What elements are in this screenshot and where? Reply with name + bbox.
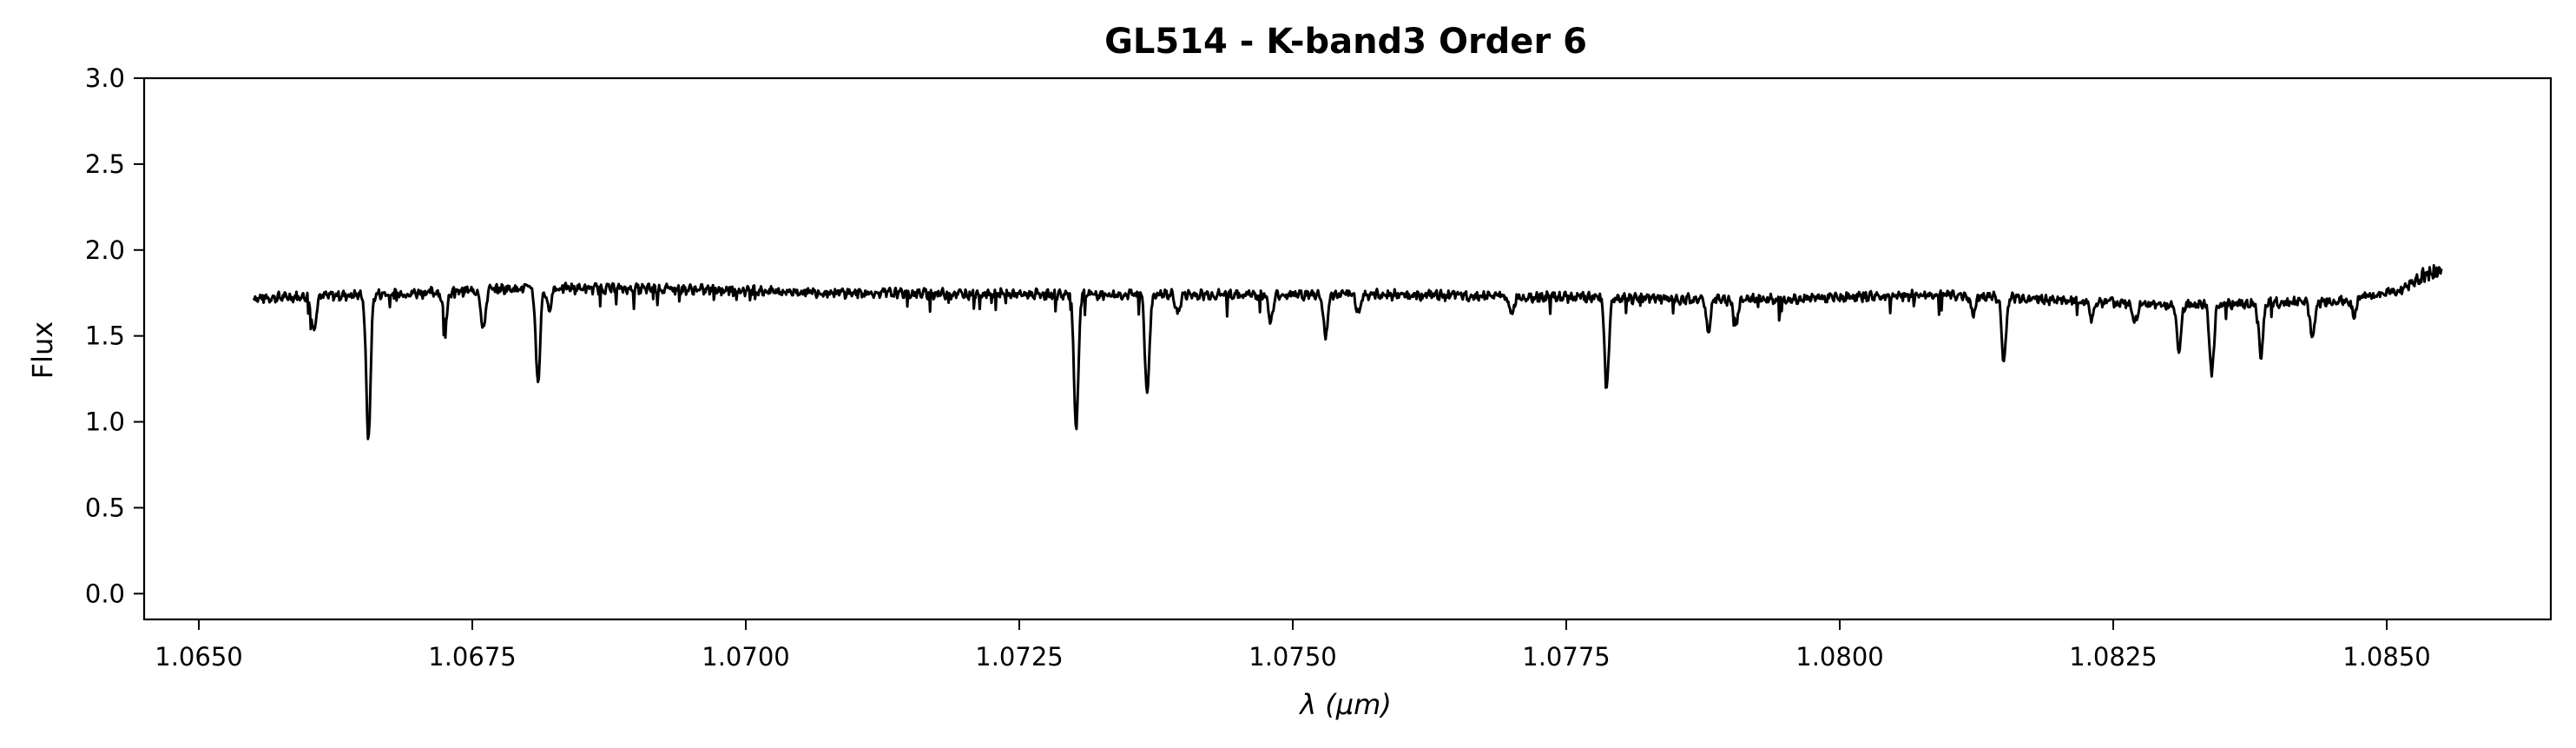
x-tick-label: 1.0700	[702, 642, 789, 672]
y-tick-label: 2.0	[85, 235, 125, 265]
chart-title: GL514 - K-band3 Order 6	[1104, 22, 1587, 62]
x-axis-label: λ (μm)	[1298, 688, 1392, 721]
x-tick-label: 1.0775	[1522, 642, 1610, 672]
plot-area	[252, 264, 2443, 440]
plot-frame	[142, 76, 2553, 621]
y-tick-label: 1.5	[85, 321, 125, 351]
x-tick-label: 1.0800	[1795, 642, 1883, 672]
y-tick-label: 1.0	[85, 407, 125, 437]
y-axis-ticks: 0.0 0.5 1.0 1.5 2.0 2.5 3.0	[85, 63, 144, 608]
y-axis-label: Flux	[26, 321, 59, 380]
x-tick-label: 1.0825	[2069, 642, 2157, 672]
x-tick-label: 1.0675	[428, 642, 516, 672]
x-tick-label: 1.0750	[1248, 642, 1336, 672]
x-tick-label: 1.0725	[975, 642, 1063, 672]
y-tick-label: 0.0	[85, 579, 125, 608]
y-tick-label: 2.5	[85, 149, 125, 179]
x-tick-label: 1.0650	[155, 642, 242, 672]
x-axis-ticks: 1.0650 1.0675 1.0700 1.0725 1.0750 1.0775 1.08…	[155, 619, 2431, 672]
x-tick-label: 1.0850	[2342, 642, 2430, 672]
y-tick-label: 3.0	[85, 63, 125, 93]
spectrum-series-line	[252, 264, 2443, 440]
y-tick-label: 0.5	[85, 493, 125, 522]
